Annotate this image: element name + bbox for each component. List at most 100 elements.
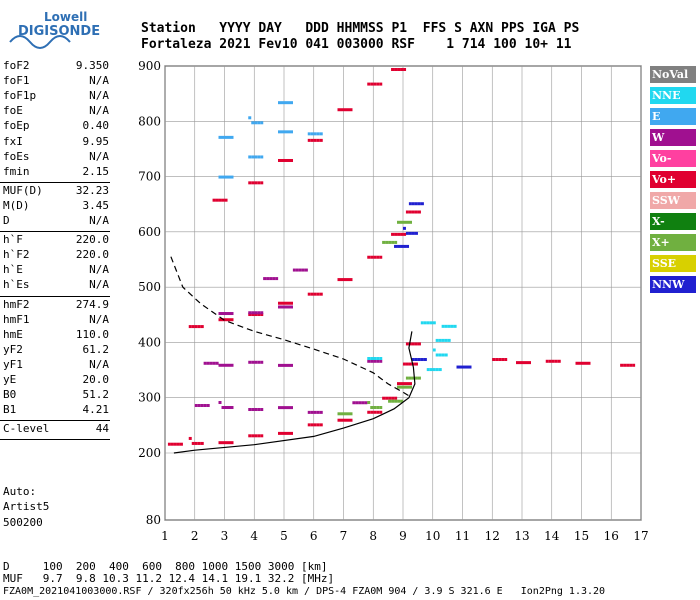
- data-point-x: [411, 376, 415, 380]
- data-point-e: [227, 135, 231, 139]
- data-point-vo: [254, 313, 258, 317]
- data-point-vo: [251, 181, 255, 185]
- data-point-vo: [170, 442, 174, 446]
- data-point-x: [397, 220, 400, 224]
- data-point-w: [275, 277, 279, 281]
- data-point-vo: [346, 108, 350, 112]
- legend-item-nne: NNE: [650, 87, 696, 104]
- data-point-w: [310, 410, 314, 414]
- data-point-vo: [581, 361, 585, 365]
- data-point-vo: [349, 278, 353, 282]
- data-point-w: [355, 401, 359, 405]
- data-point-vo: [504, 358, 508, 362]
- legend-item-nnw: NNW: [650, 276, 696, 293]
- data-point-w: [248, 408, 252, 412]
- param-key: D: [3, 214, 10, 227]
- data-point-e: [284, 101, 287, 105]
- data-point-w: [260, 360, 264, 364]
- param-key: foF2: [3, 59, 30, 72]
- data-point-w: [358, 401, 362, 405]
- data-point-x: [388, 399, 392, 403]
- data-point-w: [290, 363, 293, 367]
- data-point-vo: [408, 362, 412, 366]
- data-point-vo: [414, 362, 418, 366]
- logo-line1: Lowell: [44, 10, 88, 24]
- data-point-nne: [432, 368, 436, 372]
- data-point-e: [221, 135, 225, 139]
- data-point-e: [251, 155, 255, 159]
- data-point-nnw: [456, 365, 460, 369]
- param-value: N/A: [89, 214, 109, 227]
- data-point-nne: [432, 348, 436, 352]
- param-value: 9.350: [75, 59, 109, 72]
- data-point-w: [290, 305, 293, 309]
- data-point-vo: [528, 361, 531, 365]
- data-point-nne: [453, 324, 457, 328]
- y-tick-label: 800: [138, 114, 161, 128]
- data-point-w: [281, 305, 284, 309]
- data-point-nnw: [414, 202, 418, 206]
- data-point-w: [376, 359, 380, 363]
- data-point-vo: [557, 359, 561, 363]
- data-point-w: [260, 311, 264, 315]
- param-key: hmF1: [3, 312, 30, 326]
- data-point-vo: [254, 181, 258, 185]
- param-key: B1: [3, 403, 17, 417]
- data-point-vo: [551, 359, 555, 363]
- data-point-x: [400, 385, 403, 389]
- data-point-nnw: [417, 202, 421, 206]
- data-point-vo: [218, 318, 222, 322]
- data-point-e: [319, 132, 323, 136]
- data-point-x: [414, 376, 418, 380]
- data-point-nne: [447, 338, 451, 342]
- legend-item-sse: SSE: [650, 255, 696, 272]
- param-hmf2: hmF2 274.9: [3, 298, 109, 313]
- x-tick-label: 13: [514, 529, 529, 543]
- data-point-w: [373, 359, 377, 363]
- param-foep: foEp 0.40: [3, 119, 109, 134]
- data-point-nne: [429, 368, 433, 372]
- x-tick-label: 14: [544, 529, 560, 543]
- param-key: C-level: [3, 422, 50, 436]
- data-point-w: [307, 410, 311, 414]
- data-point-nne: [429, 321, 433, 325]
- data-point-x: [409, 220, 412, 224]
- data-point-e: [287, 130, 290, 134]
- data-point-x: [400, 220, 403, 224]
- data-point-e: [281, 101, 284, 105]
- x-tick-label: 11: [455, 529, 470, 543]
- data-point-w: [227, 363, 231, 367]
- data-point-vo: [188, 325, 192, 329]
- data-point-vo: [191, 325, 195, 329]
- data-point-vo: [287, 301, 290, 305]
- data-point-nnw: [411, 231, 415, 235]
- data-point-w: [284, 406, 287, 410]
- param-clevel: C-level 44: [3, 422, 109, 437]
- data-point-nne: [370, 357, 374, 361]
- data-point-vo: [411, 210, 415, 214]
- data-point-vo: [284, 301, 287, 305]
- data-point-vo: [391, 68, 395, 71]
- data-point-w: [272, 277, 276, 281]
- data-point-vo: [281, 301, 284, 305]
- data-point-vo: [578, 361, 582, 365]
- data-point-w: [227, 312, 231, 316]
- data-point-w: [254, 408, 258, 412]
- data-point-w: [251, 311, 255, 315]
- data-point-vo: [495, 358, 499, 362]
- data-point-vo: [343, 278, 347, 282]
- data-point-vo: [310, 423, 314, 427]
- data-point-nnw: [400, 244, 404, 248]
- data-point-vo: [370, 255, 374, 259]
- data-point-vo: [403, 232, 407, 236]
- data-point-vo: [525, 361, 528, 365]
- data-point-e: [287, 101, 290, 105]
- data-point-nnw: [408, 231, 412, 235]
- param-value: 3.45: [82, 198, 110, 212]
- data-point-nnw: [394, 244, 398, 248]
- param-fxi: fxI 9.95: [3, 135, 109, 150]
- data-point-nne: [426, 321, 430, 325]
- param-key: hmF2: [3, 297, 30, 311]
- param-key: h`F2: [3, 248, 30, 262]
- param-key: yF1: [3, 357, 23, 371]
